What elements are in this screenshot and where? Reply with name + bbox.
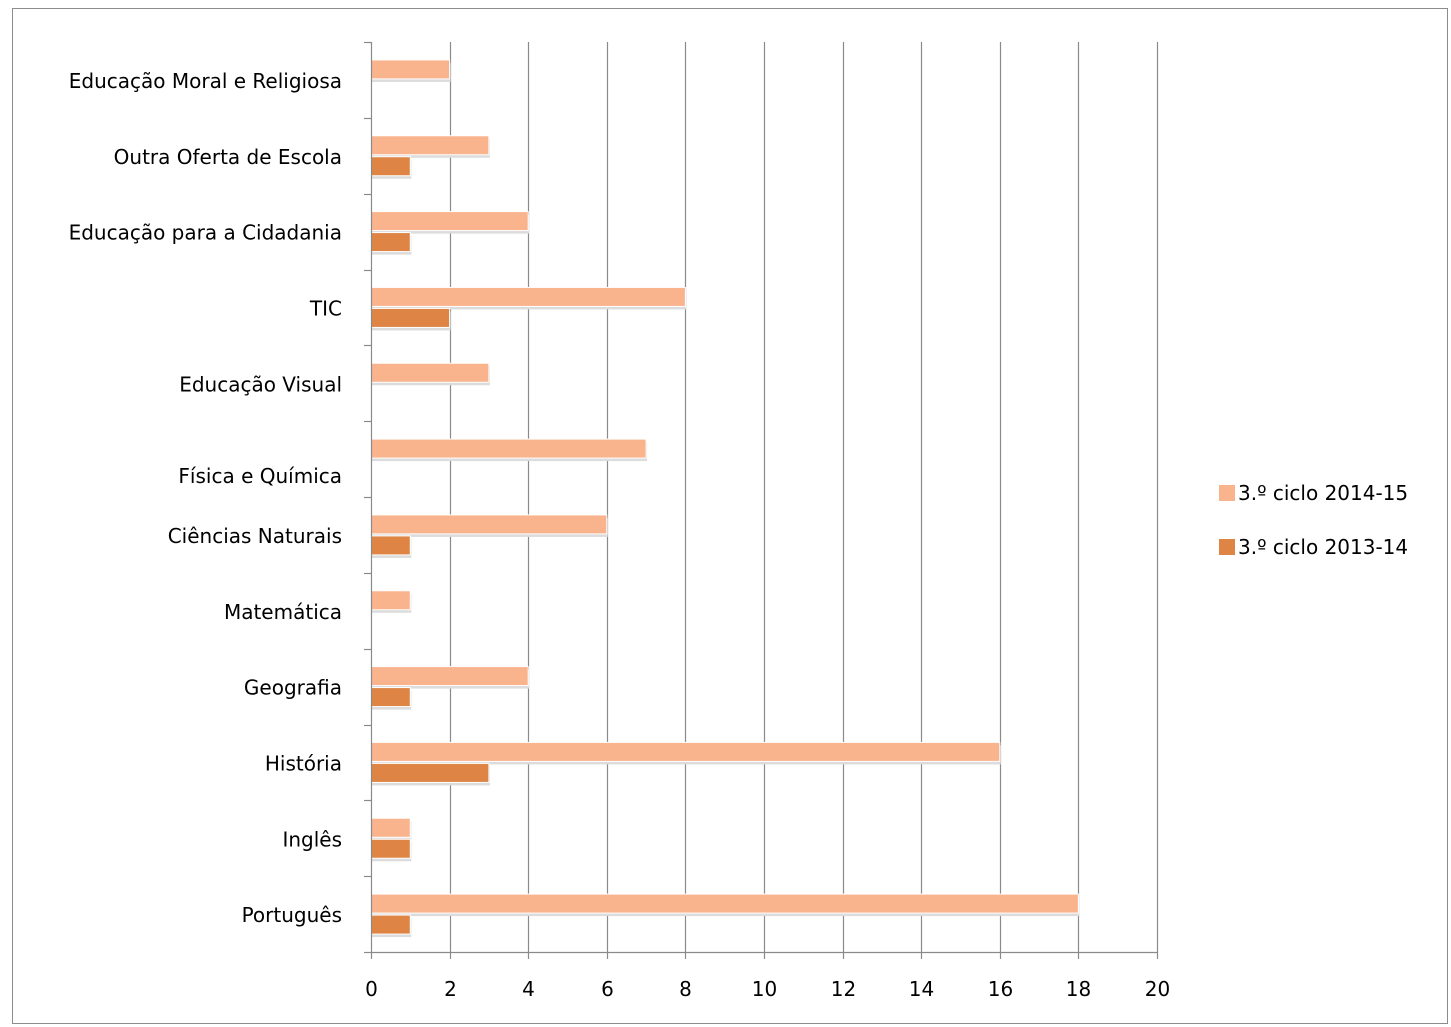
- bar-3-series-1: [371, 212, 528, 231]
- x-tick-label-18: 18: [1066, 977, 1091, 1001]
- axes: [364, 42, 1158, 959]
- category-label: História: [265, 751, 342, 775]
- x-tick-label-12: 12: [831, 977, 856, 1001]
- x-tick-label-8: 8: [679, 977, 692, 1001]
- legend-swatch-2: [1219, 539, 1235, 555]
- x-tick-label-2: 2: [444, 977, 457, 1001]
- legend-swatch-1: [1219, 485, 1235, 501]
- legend-label-1: 3.º ciclo 2014-15: [1238, 481, 1408, 505]
- bar-11-series-1: [371, 818, 410, 837]
- bar-7-series-2: [371, 536, 410, 555]
- category-label: Inglês: [282, 827, 342, 851]
- gridlines: [451, 42, 1158, 952]
- bar-10-series-1: [371, 742, 1000, 761]
- bar-12-series-1: [371, 894, 1078, 913]
- x-tick-label-16: 16: [988, 977, 1013, 1001]
- category-label: Física e Química: [178, 464, 342, 488]
- bar-9-series-2: [371, 688, 410, 707]
- x-tick-label-14: 14: [909, 977, 934, 1001]
- legend: 3.º ciclo 2014-15 3.º ciclo 2013-14: [1219, 481, 1408, 559]
- bar-9-series-1: [371, 667, 528, 686]
- legend-label-2: 3.º ciclo 2013-14: [1238, 535, 1408, 559]
- bar-5-series-1: [371, 363, 489, 382]
- bar-4-series-1: [371, 287, 685, 306]
- bar-3-series-2: [371, 233, 410, 252]
- category-label: Ciências Naturais: [168, 524, 342, 548]
- x-tick-label-10: 10: [752, 977, 777, 1001]
- bar-8-series-1: [371, 591, 410, 610]
- x-tick-label-20: 20: [1145, 977, 1170, 1001]
- bar-6-series-1: [371, 439, 646, 458]
- bar-2-series-2: [371, 157, 410, 176]
- x-tick-label-4: 4: [522, 977, 535, 1001]
- bar-11-series-2: [371, 839, 410, 858]
- bar-4-series-2: [371, 308, 450, 327]
- category-label: TIC: [309, 296, 342, 320]
- category-label: Geografia: [244, 676, 342, 700]
- x-tick-label-6: 6: [601, 977, 614, 1001]
- bar-1-series-1: [371, 60, 450, 79]
- bar-12-series-2: [371, 915, 410, 934]
- bar-7-series-1: [371, 515, 607, 534]
- category-label: Educação Visual: [179, 372, 342, 396]
- category-label: Matemática: [224, 600, 342, 624]
- bars: [371, 60, 1079, 937]
- category-label: Português: [242, 903, 342, 927]
- category-label: Outra Oferta de Escola: [114, 145, 342, 169]
- labels: 0 2 4 6 8 10 12 14 16 18 20 Educação Moral e Religi…: [69, 69, 1171, 1001]
- category-label: Educação Moral e Religiosa: [69, 69, 342, 93]
- x-tick-label-0: 0: [365, 977, 378, 1001]
- bar-10-series-2: [371, 763, 489, 782]
- category-label: Educação para a Cidadania: [69, 221, 342, 245]
- bar-2-series-1: [371, 136, 489, 155]
